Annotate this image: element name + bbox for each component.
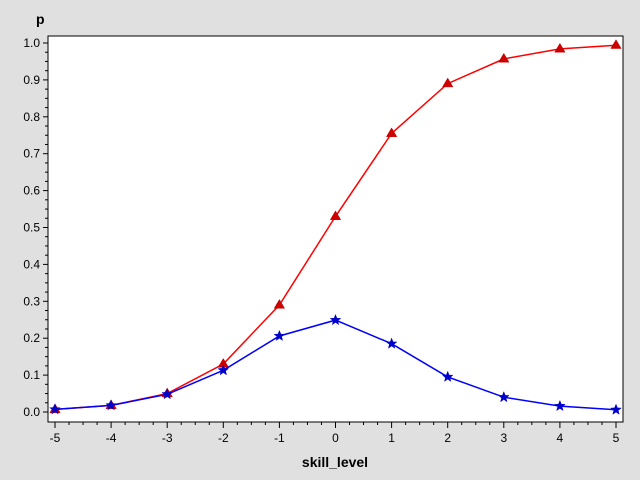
x-tick-label: -3 [162,431,173,445]
y-tick-label: 0.2 [23,331,40,345]
series-marker-triangle [329,210,342,220]
series-marker-star [105,399,117,411]
x-axis-title: skill_level [302,454,368,470]
series-marker-star [273,329,286,341]
series-marker-star [497,390,510,403]
x-tick-label: 3 [500,431,507,445]
series-layer [49,39,622,415]
ticks-layer: 0.0 0.1 0.2 0.3 0.4 0.5 0.6 0.7 0.8 0.9 1.0 -5 -4 -3 -… [23,36,619,445]
series-marker-star [441,370,454,382]
series-marker-triangle [498,52,510,63]
y-tick-label: 0.1 [23,368,40,382]
plot-area [47,35,624,423]
y-tick-label: 0.9 [23,73,40,87]
series-marker-star [610,403,622,415]
x-tick-label: 2 [444,431,451,445]
x-tick-label: 0 [332,431,339,445]
series-marker-triangle [610,39,622,49]
series-marker-triangle [385,127,398,137]
series-marker-star [385,337,398,349]
x-tick-label: 4 [557,431,564,445]
y-tick-label: 0.6 [23,184,40,198]
series-marker-star [554,399,566,412]
series-marker-star [161,388,174,400]
x-tick-label: -4 [106,431,117,445]
x-tick-label: -2 [218,431,229,445]
series-marker-triangle [442,77,454,88]
y-tick-label: 0.7 [23,147,40,161]
series-marker-star [329,313,342,326]
x-tick-label: 5 [613,431,620,445]
series-marker-star [49,403,61,415]
y-tick-label: 0.3 [23,294,40,308]
series-marker-triangle [273,299,286,309]
y-tick-label: 0.5 [23,221,40,235]
series-marker-star [217,364,230,376]
y-tick-label: 1.0 [23,36,40,50]
y-tick-label: 0.4 [23,257,40,271]
y-tick-label: 0.8 [23,110,40,124]
x-tick-label: -5 [50,431,61,445]
x-tick-label: -1 [274,431,285,445]
y-axis-title: p [36,11,45,27]
x-tick-label: 1 [388,431,395,445]
y-tick-label: 0.0 [23,405,40,419]
series-marker-triangle [554,42,566,53]
